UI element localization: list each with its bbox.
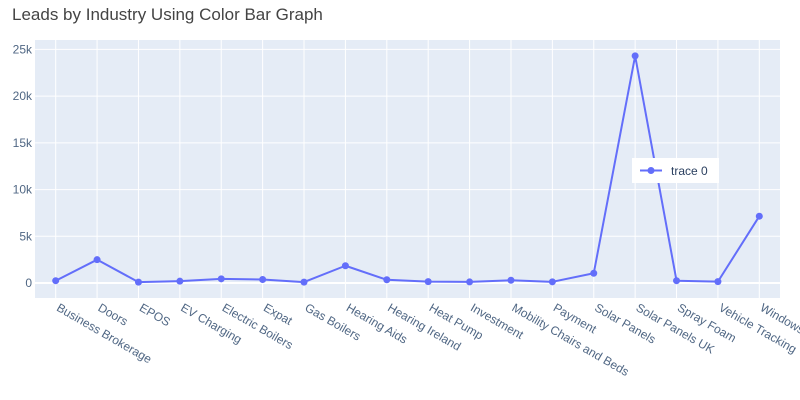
data-point[interactable]: [466, 278, 474, 286]
data-point[interactable]: [590, 269, 598, 277]
data-point[interactable]: [52, 277, 60, 285]
data-point[interactable]: [507, 276, 515, 284]
y-tick-label: 0: [25, 276, 32, 290]
data-point[interactable]: [217, 275, 225, 283]
data-point[interactable]: [134, 278, 142, 286]
legend[interactable]: trace 0: [632, 158, 719, 183]
data-point[interactable]: [300, 278, 308, 286]
data-point[interactable]: [259, 275, 267, 283]
data-point[interactable]: [548, 278, 556, 286]
data-point[interactable]: [631, 52, 639, 60]
data-point[interactable]: [424, 278, 432, 286]
data-point[interactable]: [383, 276, 391, 284]
data-point[interactable]: [93, 256, 101, 264]
y-axis-ticks: 0 5k 10k 15k 20k 25k: [13, 42, 33, 290]
grid-lines: [35, 40, 780, 298]
data-point[interactable]: [755, 212, 763, 220]
y-tick-label: 15k: [13, 136, 33, 150]
chart-title: Leads by Industry Using Color Bar Graph: [12, 5, 323, 24]
legend-entry-label: trace 0: [671, 164, 708, 178]
y-tick-label: 20k: [13, 89, 33, 103]
data-point[interactable]: [341, 262, 349, 270]
series-layer: [52, 52, 763, 286]
data-point[interactable]: [714, 278, 722, 286]
legend-marker-swatch: [647, 167, 655, 174]
data-point[interactable]: [176, 277, 184, 285]
y-tick-label: 25k: [13, 42, 33, 56]
series-line: [55, 54, 761, 284]
x-tick-label: EPOS: [137, 300, 173, 329]
data-point[interactable]: [673, 277, 681, 285]
y-tick-label: 10k: [13, 183, 33, 197]
y-tick-label: 5k: [19, 229, 33, 243]
